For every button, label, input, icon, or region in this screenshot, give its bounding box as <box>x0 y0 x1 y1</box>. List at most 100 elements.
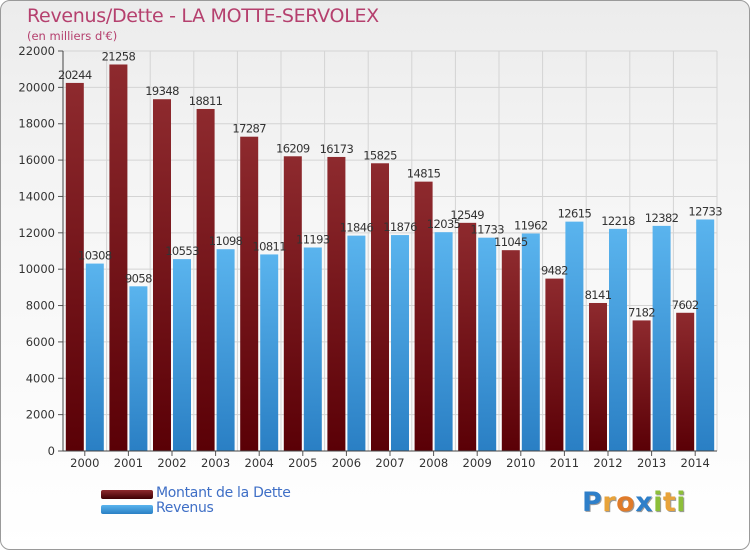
x-tick-label-2003: 2003 <box>201 456 230 470</box>
x-tick-label-2009: 2009 <box>463 456 492 470</box>
data-label-dette-2012: 8141 <box>585 288 612 302</box>
logo-letter: r <box>602 487 617 518</box>
data-label-dette-2010: 11045 <box>494 235 528 249</box>
bar-revenus-2013 <box>652 225 671 451</box>
logo-letter: t <box>662 487 677 518</box>
data-label-revenus-2008: 12035 <box>427 217 461 231</box>
bar-dette-2013 <box>632 320 651 451</box>
logo-letter: o <box>616 487 636 518</box>
data-label-dette-2007: 15825 <box>363 148 397 162</box>
x-tick-label-2005: 2005 <box>288 456 317 470</box>
bar-dette-2006 <box>327 156 346 452</box>
data-label-dette-2009: 12549 <box>450 208 484 222</box>
bar-dette-2001 <box>109 64 128 451</box>
bar-revenus-2003 <box>216 249 235 451</box>
bar-dette-2010 <box>501 250 520 451</box>
y-tick-label: 12000 <box>18 226 55 240</box>
data-label-revenus-2002: 10553 <box>165 244 199 258</box>
y-tick-label: 20000 <box>18 80 55 94</box>
data-label-dette-2002: 19348 <box>145 84 179 98</box>
bar-revenus-2004 <box>260 254 279 451</box>
data-label-revenus-2014: 12733 <box>688 204 722 218</box>
bar-revenus-2009 <box>478 237 497 451</box>
data-label-dette-2003: 18811 <box>189 94 223 108</box>
data-label-revenus-2004: 10811 <box>252 239 286 253</box>
logo-letter: P <box>582 487 603 518</box>
chart-legend: Montant de la Dette Revenus <box>101 485 361 517</box>
bar-dette-2008 <box>414 181 433 452</box>
data-label-dette-2004: 17287 <box>232 122 266 136</box>
bar-revenus-2012 <box>609 228 627 451</box>
bar-revenus-2001 <box>129 286 148 451</box>
bar-dette-2000 <box>65 82 84 451</box>
y-tick-label: 4000 <box>26 371 55 385</box>
bar-revenus-2000 <box>85 263 104 451</box>
data-label-revenus-2003: 11098 <box>209 234 243 248</box>
bar-revenus-2011 <box>565 221 584 451</box>
bar-dette-2004 <box>240 136 259 451</box>
logo-letter: x <box>635 487 654 518</box>
bar-dette-2005 <box>283 156 302 452</box>
legend-label-revenus: Revenus <box>156 500 214 516</box>
data-label-dette-2001: 21258 <box>102 49 136 63</box>
x-tick-label-2004: 2004 <box>245 456 274 470</box>
data-label-revenus-2011: 12615 <box>558 207 592 221</box>
x-tick-label-2001: 2001 <box>114 456 143 470</box>
x-tick-label-2002: 2002 <box>157 456 186 470</box>
data-label-dette-2011: 9482 <box>541 264 568 278</box>
data-label-revenus-2007: 11876 <box>383 220 417 234</box>
y-tick-label: 22000 <box>18 44 55 58</box>
legend-item-dette: Montant de la Dette <box>101 485 361 502</box>
x-tick-label-2012: 2012 <box>593 456 622 470</box>
y-tick-label: 10000 <box>18 262 55 276</box>
logo-letter: i <box>676 487 687 518</box>
x-tick-label-2006: 2006 <box>332 456 361 470</box>
y-tick-label: 2000 <box>26 408 55 422</box>
x-tick-label-2008: 2008 <box>419 456 448 470</box>
proxiti-logo: Proxiti <box>582 487 686 518</box>
x-tick-label-2000: 2000 <box>70 456 99 470</box>
data-label-revenus-2013: 12382 <box>645 211 679 225</box>
data-label-dette-2000: 20244 <box>58 68 92 82</box>
data-label-revenus-2000: 10308 <box>78 249 112 263</box>
bar-revenus-2010 <box>521 233 540 451</box>
x-tick-label-2011: 2011 <box>550 456 579 470</box>
bar-revenus-2002 <box>173 259 191 451</box>
bar-revenus-2005 <box>303 247 322 451</box>
x-tick-label-2014: 2014 <box>681 456 710 470</box>
bar-dette-2003 <box>196 108 215 452</box>
chart-subtitle: (en milliers d'€) <box>27 29 118 43</box>
data-label-dette-2006: 16173 <box>320 142 354 156</box>
data-label-dette-2013: 7182 <box>628 305 655 319</box>
bar-revenus-2007 <box>391 235 409 451</box>
y-tick-label: 14000 <box>18 189 55 203</box>
logo-letter: i <box>653 487 663 518</box>
bar-dette-2009 <box>458 222 477 451</box>
x-tick-label-2013: 2013 <box>637 456 666 470</box>
bar-revenus-2006 <box>347 235 366 451</box>
data-label-revenus-2005: 11193 <box>296 232 330 246</box>
bar-dette-2007 <box>371 163 389 452</box>
bar-dette-2014 <box>676 312 695 451</box>
data-label-dette-2014: 7602 <box>672 298 699 312</box>
bar-dette-2002 <box>153 99 171 451</box>
bar-revenus-2008 <box>434 232 453 451</box>
y-tick-label: 16000 <box>18 153 55 167</box>
data-label-revenus-2010: 11962 <box>514 219 548 233</box>
bar-revenus-2014 <box>696 219 715 451</box>
data-label-revenus-2009: 11733 <box>470 223 504 237</box>
y-tick-label: 8000 <box>26 299 55 313</box>
legend-label-dette: Montant de la Dette <box>156 485 291 501</box>
chart-title: Revenus/Dette - LA MOTTE-SERVOLEX <box>27 5 379 27</box>
data-label-revenus-2012: 12218 <box>601 214 635 228</box>
y-tick-label: 0 <box>48 444 55 458</box>
y-tick-label: 6000 <box>26 335 55 349</box>
bar-dette-2011 <box>545 278 564 451</box>
legend-swatch-revenus <box>101 505 153 514</box>
data-label-dette-2008: 14815 <box>407 167 441 181</box>
x-tick-label-2007: 2007 <box>375 456 404 470</box>
data-label-revenus-2006: 11846 <box>340 221 374 235</box>
legend-swatch-dette <box>101 490 153 499</box>
